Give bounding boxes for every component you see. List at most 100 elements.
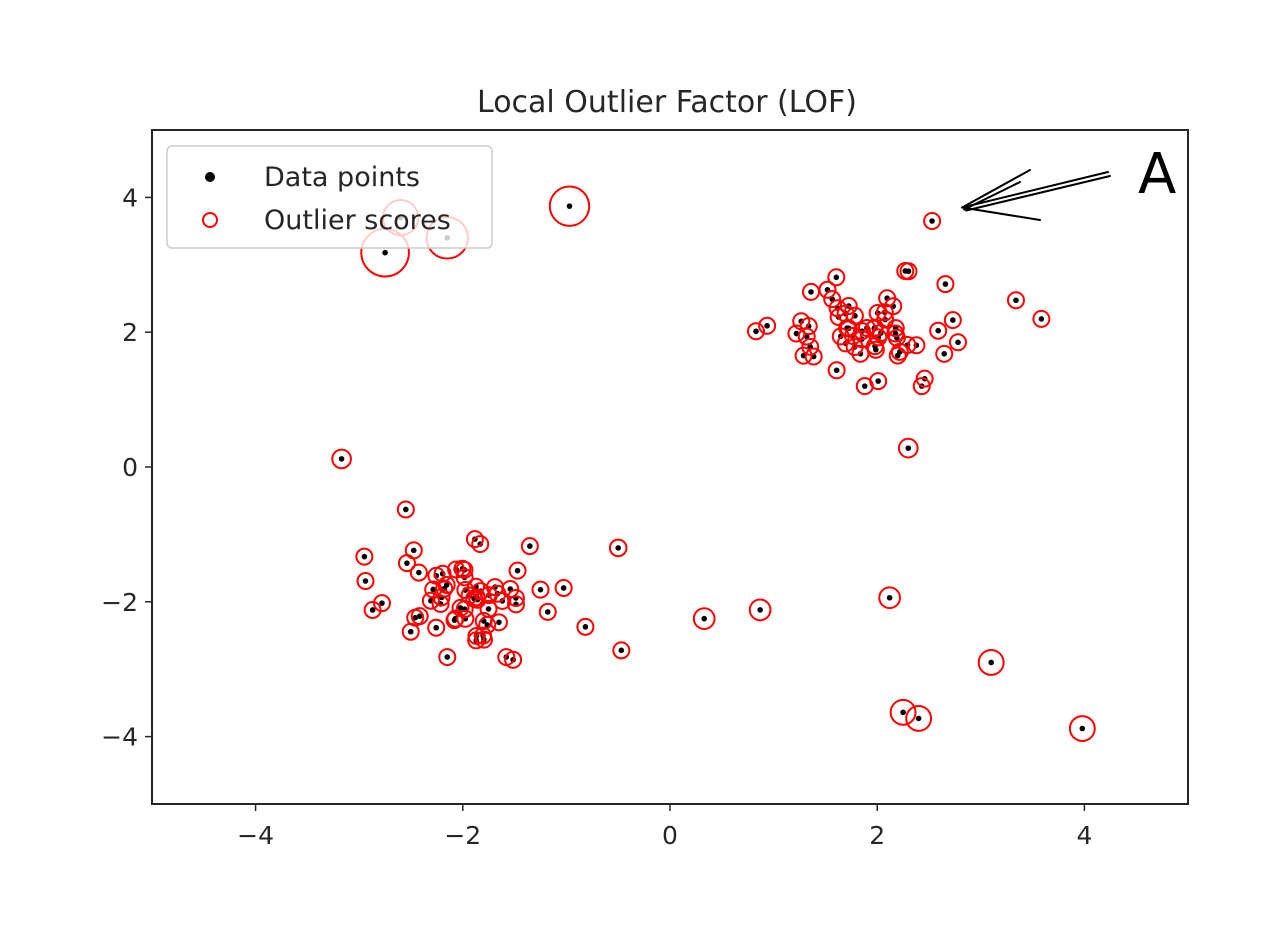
outlier-score-circle: [396, 500, 415, 519]
y-tick-label: −4: [101, 723, 138, 752]
outlier-score-circle: [869, 372, 888, 391]
legend: Data points Outlier scores: [166, 145, 493, 249]
legend-box: [166, 145, 493, 249]
outlier-score-circle: [878, 289, 897, 308]
outlier-score-circle: [878, 586, 901, 610]
outlier-score-circle: [478, 615, 497, 634]
outlier-score-circle: [404, 541, 423, 560]
outlier-score-circle: [977, 649, 1005, 676]
data-point: [757, 607, 763, 613]
outlier-score-circle: [538, 602, 557, 621]
outlier-score-circle: [936, 275, 955, 294]
annotation-label: A: [1138, 142, 1176, 207]
outlier-score-circle: [608, 538, 628, 558]
outlier-score-circle: [804, 347, 823, 366]
outlier-score-circle: [438, 648, 457, 667]
data-point: [803, 333, 810, 340]
data-point: [485, 606, 492, 612]
data-point: [338, 456, 345, 462]
annotation-a: A: [961, 142, 1176, 221]
data-point: [379, 600, 385, 606]
outlier-score-circle: [797, 327, 816, 346]
x-tick-label: 0: [662, 821, 678, 850]
outlier-score-circle: [907, 336, 926, 355]
outlier-score-circle: [433, 564, 452, 583]
outlier-score-circle: [827, 268, 846, 287]
data-point: [950, 317, 956, 323]
data-point: [701, 615, 707, 622]
data-point: [404, 560, 410, 566]
outlier-score-circle: [827, 361, 846, 380]
outlier-score-circle: [692, 607, 716, 631]
data-point: [582, 624, 589, 630]
data-point: [410, 547, 417, 554]
chart-title: Local Outlier Factor (LOF): [477, 85, 857, 120]
data-point: [362, 578, 369, 584]
data-point: [941, 351, 948, 357]
outlier-score-circle: [401, 622, 420, 641]
x-tick-label: −2: [444, 821, 481, 850]
y-tick-label: 4: [122, 183, 138, 212]
outlier-score-circle: [943, 311, 962, 330]
data-point: [618, 647, 625, 654]
x-tick-label: −4: [237, 821, 274, 850]
outlier-score-circle: [447, 560, 466, 579]
data-point: [905, 268, 912, 275]
outlier-score-circle: [465, 530, 484, 549]
outlier-score-circle: [455, 600, 474, 619]
outlier-score-circle: [792, 312, 811, 331]
outlier-score-circle: [554, 578, 573, 597]
outlier-score-circle: [1068, 715, 1096, 742]
outlier-score-circle: [355, 547, 374, 566]
data-point: [900, 709, 906, 716]
annotation-arrow: [961, 169, 1111, 221]
outlier-score-circle: [427, 618, 446, 637]
x-tick-label: 2: [869, 821, 885, 850]
axis-ticks: −4 −2 0 2 4 −4 −2 0 2 4: [101, 183, 1092, 850]
data-point: [929, 218, 935, 224]
outlier-score-circle: [852, 322, 871, 341]
outlier-score-circle: [446, 609, 465, 628]
outlier-score-circle: [758, 316, 777, 335]
outlier-score-circle: [431, 594, 450, 613]
data-point: [915, 715, 922, 722]
data-point: [566, 203, 573, 209]
y-tick-label: −2: [101, 588, 138, 617]
outlier-score-circle: [456, 609, 475, 628]
data-point: [416, 569, 422, 576]
data-point: [988, 659, 994, 666]
outlier-score-circle: [421, 591, 440, 610]
data-point: [514, 567, 521, 574]
data-point: [808, 289, 814, 295]
outlier-score-circle: [845, 337, 864, 356]
data-point: [407, 628, 414, 635]
data-point: [886, 594, 893, 601]
outlier-score-circle: [508, 561, 527, 580]
outlier-score-circle: [410, 607, 429, 626]
outlier-score-circle: [356, 572, 375, 591]
outlier-score-circle: [845, 306, 864, 325]
outlier-score-circle: [474, 611, 493, 630]
outlier-score-circle: [905, 704, 933, 732]
outlier-score-circle: [520, 537, 539, 556]
legend-label-data-points: Data points: [264, 162, 420, 193]
data-point: [412, 614, 419, 621]
outlier-score-circle: [531, 580, 550, 599]
outlier-score-circle: [748, 598, 772, 622]
outlier-score-circle: [890, 342, 909, 361]
data-point: [1013, 297, 1019, 304]
y-tick-label: 0: [122, 453, 138, 482]
x-tick-label: 4: [1076, 821, 1092, 850]
outlier-score-circle: [866, 340, 885, 359]
outlier-score-circle: [471, 535, 490, 554]
outlier-score-circle: [836, 304, 855, 323]
data-point: [403, 506, 409, 513]
data-point: [793, 330, 800, 337]
outlier-score-circle: [886, 324, 905, 343]
data-point: [1079, 725, 1086, 732]
data-point: [873, 346, 879, 353]
outlier-score-circle: [455, 560, 474, 579]
data-point: [443, 582, 450, 588]
